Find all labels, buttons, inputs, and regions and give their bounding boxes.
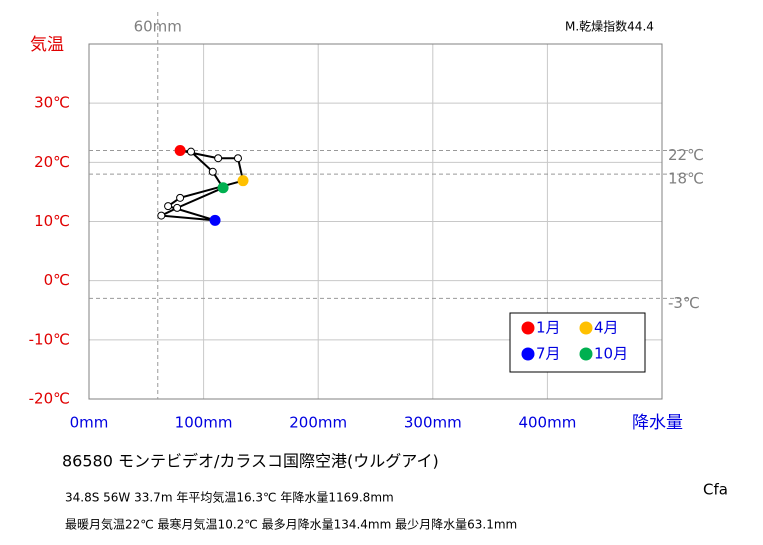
reference-label: 22℃ <box>668 146 704 164</box>
x-axis-label: 降水量 <box>632 413 683 433</box>
station: 86580 モンテビデオ/カラスコ国際空港(ウルグアイ) <box>62 452 439 471</box>
month-point <box>164 202 173 211</box>
reference-label: -3℃ <box>668 294 700 312</box>
month-point <box>186 147 195 156</box>
x-tick-label: 100mm <box>175 414 233 432</box>
y-tick-label: -20℃ <box>29 390 70 408</box>
legend-marker <box>521 347 535 361</box>
reference-label: 60mm <box>134 18 182 36</box>
month-point <box>176 193 185 202</box>
month-point <box>208 167 217 176</box>
legend-label: 1月 <box>536 319 561 337</box>
legend-marker <box>521 321 535 335</box>
y-tick-label: -10℃ <box>29 330 70 348</box>
info: 最暖月気温22℃ 最寒月気温10.2℃ 最多月降水量134.4mm 最少月降水量… <box>65 517 517 532</box>
legend-label: 7月 <box>536 345 561 363</box>
legend-box <box>509 312 646 373</box>
month-point <box>157 211 166 220</box>
y-tick-label: 20℃ <box>34 153 70 171</box>
y-tick-label: 0℃ <box>44 271 70 289</box>
x-tick-label: 200mm <box>289 414 347 432</box>
x-tick-label: 300mm <box>404 414 462 432</box>
y-tick-label: 10℃ <box>34 212 70 230</box>
climate-class: Cfa <box>703 481 728 499</box>
plot-frame <box>88 43 663 400</box>
month-point <box>217 182 229 194</box>
reference-label: 18℃ <box>668 170 704 188</box>
info: 34.8S 56W 33.7m 年平均気温16.3℃ 年降水量1169.8mm <box>65 490 394 505</box>
x-tick-label: 400mm <box>518 414 576 432</box>
x-tick-label: 0mm <box>70 414 109 432</box>
month-point <box>209 214 221 226</box>
index-label: M.乾燥指数44.4 <box>565 19 654 34</box>
y-tick-label: 30℃ <box>34 94 70 112</box>
legend-marker <box>579 347 593 361</box>
month-point <box>214 154 223 163</box>
legend-marker <box>579 321 593 335</box>
legend-label: 4月 <box>594 319 619 337</box>
month-point <box>174 145 186 156</box>
month-point <box>233 154 242 163</box>
y-axis-label: 気温 <box>30 35 64 55</box>
legend-label: 10月 <box>594 345 628 363</box>
month-point <box>173 203 182 212</box>
month-point <box>237 175 249 187</box>
